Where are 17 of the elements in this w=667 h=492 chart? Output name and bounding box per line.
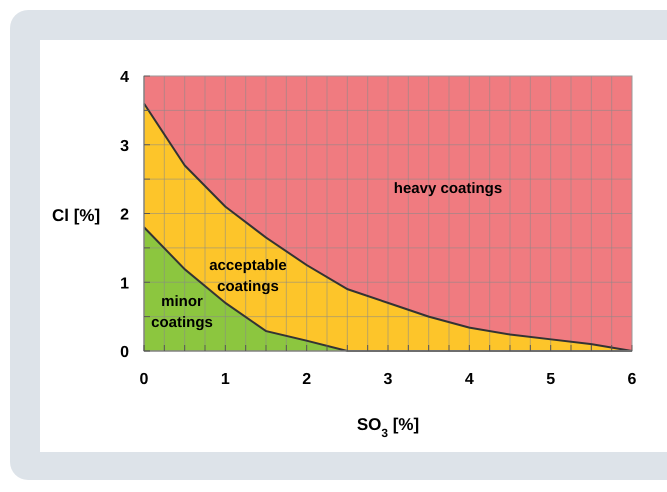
- x-tick-label: 1: [220, 371, 230, 388]
- y-tick-label: 0: [120, 344, 130, 361]
- y-tick-label: 3: [120, 138, 130, 155]
- x-tick-label: 5: [546, 371, 556, 388]
- x-tick-label: 2: [302, 371, 312, 388]
- series-label: minor coatings: [151, 293, 213, 331]
- x-tick-label: 6: [628, 371, 637, 388]
- x-tick-label: 3: [384, 371, 393, 388]
- y-tick-label: 1: [120, 275, 130, 292]
- y-tick-label: 2: [120, 206, 130, 224]
- series-label: acceptable coatings: [209, 257, 287, 295]
- series-label: heavy coatings: [394, 180, 502, 197]
- y-tick-label: 4: [120, 69, 130, 86]
- x-axis-title: SO$_{3}$ [%]: [356, 415, 420, 440]
- x-tick-label: 0: [140, 371, 149, 388]
- x-tick-label: 4: [464, 371, 474, 388]
- y-axis-title: Cl [%]: [52, 206, 100, 225]
